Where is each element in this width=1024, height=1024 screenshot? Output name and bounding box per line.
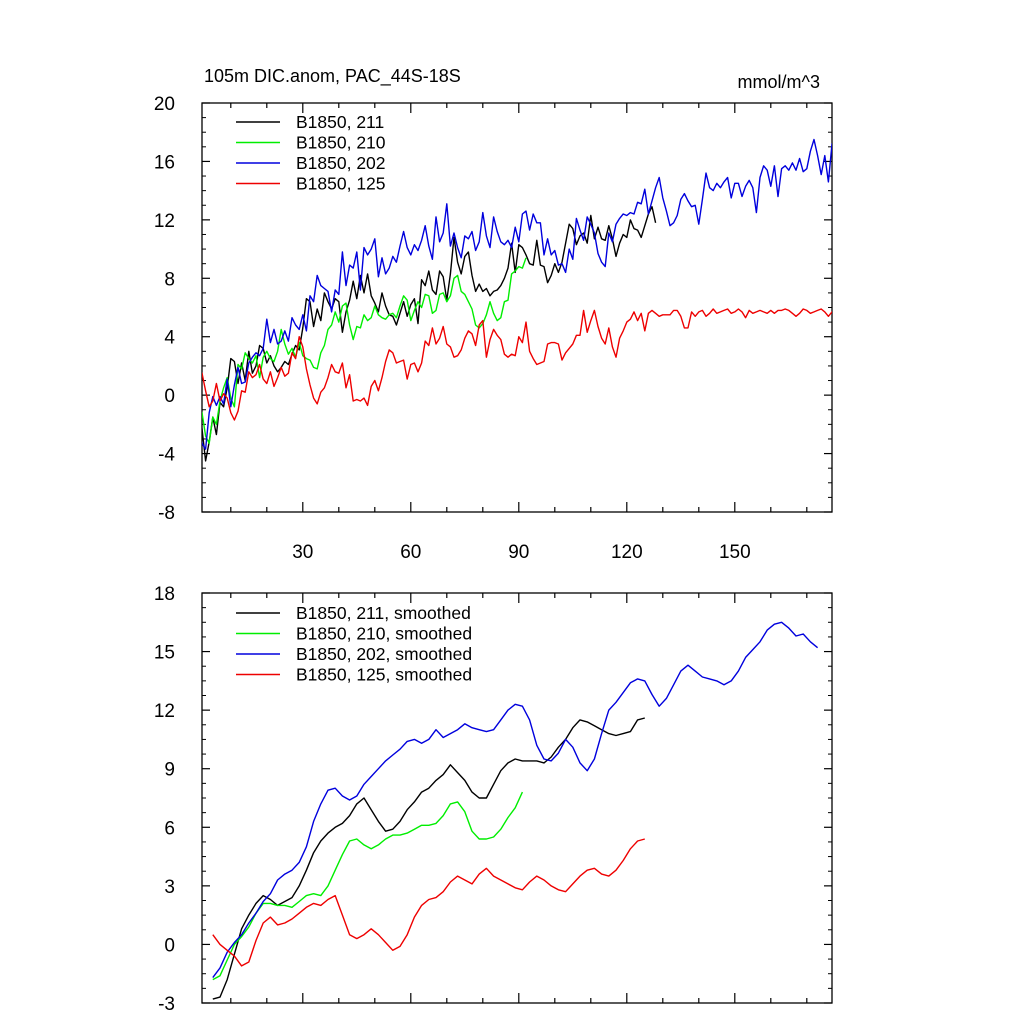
chart-title: 105m DIC.anom, PAC_44S-18S [204, 66, 461, 87]
y-tick-label: -3 [158, 994, 175, 1015]
series-line [212, 838, 645, 967]
x-tick-label: 90 [508, 542, 529, 563]
legend-label: B1850, 210, smoothed [296, 624, 472, 644]
series-line [212, 621, 819, 979]
chart-units: mmol/m^3 [738, 72, 820, 92]
legend-label: B1850, 211, smoothed [296, 603, 471, 623]
top-panel: 105m DIC.anom, PAC_44S-18S mmol/m^3 -8 -4… [154, 66, 833, 563]
series-line [212, 717, 645, 1000]
x-tick-label: 150 [719, 542, 751, 563]
legend-label: B1850, 210 [296, 133, 386, 153]
x-tick-label: 30 [292, 542, 313, 563]
series-line [202, 308, 832, 421]
series-line [202, 257, 527, 444]
series-line [212, 791, 524, 981]
legend-label: B1850, 202, smoothed [296, 644, 472, 664]
legend-label: B1850, 125 [296, 174, 386, 194]
y-tick-label: 0 [164, 935, 175, 956]
y-tick-label: 20 [154, 94, 175, 115]
x-tick-label: 120 [611, 542, 643, 563]
y-tick-label: 12 [154, 701, 175, 722]
y-tick-label: 8 [164, 269, 175, 290]
y-tick-label: 18 [154, 584, 175, 605]
y-tick-label: 9 [164, 760, 175, 781]
y-tick-label: 4 [164, 328, 175, 349]
y-tick-label: -8 [158, 503, 175, 524]
y-tick-label: 12 [154, 211, 175, 232]
y-tick-label: 3 [164, 877, 175, 898]
series-line [202, 138, 832, 450]
y-tick-label: 15 [154, 643, 175, 664]
series-line [202, 205, 657, 462]
legend-label: B1850, 211 [296, 112, 384, 132]
legend-label: B1850, 202 [296, 153, 386, 173]
y-tick-label: 16 [154, 152, 175, 173]
y-tick-label: -4 [158, 445, 175, 466]
y-tick-label: 0 [164, 386, 175, 407]
legend-label: B1850, 125, smoothed [296, 665, 472, 685]
y-tick-label: 6 [164, 818, 175, 839]
x-tick-label: 60 [400, 542, 421, 563]
